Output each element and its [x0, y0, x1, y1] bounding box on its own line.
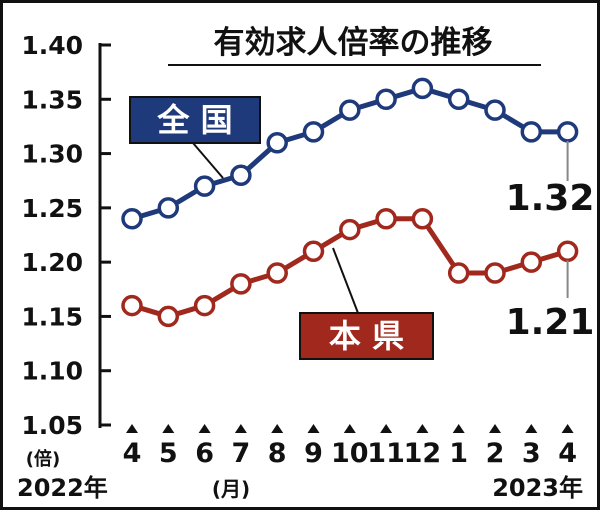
- series-0: 1.32 全 国: [121, 77, 595, 230]
- data-point: [266, 131, 288, 154]
- x-tick-mark: [343, 424, 356, 433]
- x-tick-mark: [198, 424, 211, 433]
- data-point: [230, 273, 252, 295]
- x-tick-label: 12: [404, 438, 442, 469]
- x-tick-label: 3: [522, 438, 541, 469]
- x-tick-label: 4: [123, 438, 142, 469]
- data-point: [484, 99, 506, 121]
- legend-label: 全 国: [156, 101, 232, 139]
- data-point: [302, 240, 325, 263]
- x-tick-mark: [307, 424, 320, 433]
- x-tick-label: 8: [268, 438, 287, 469]
- legend-box: [299, 312, 434, 360]
- data-point: [375, 88, 397, 111]
- y-tick-label: 1.10: [21, 357, 83, 386]
- chart-title: 有効求人倍率の推移: [214, 25, 493, 61]
- x-tick-label: 4: [558, 438, 577, 469]
- data-point: [484, 262, 506, 284]
- y-ticks: 1.40 1.35 1.30 1.25 1.20 1.15 1.10 1.05: [21, 31, 111, 440]
- x-tick-label: 1: [449, 438, 468, 469]
- data-point: [193, 175, 216, 197]
- y-tick-label: 1.15: [21, 302, 83, 331]
- data-point: [447, 88, 470, 111]
- x-tick-mark: [489, 424, 501, 433]
- data-point: [193, 294, 216, 317]
- data-point: [339, 99, 361, 121]
- series-layer: 1.32 全 国 1.21 本 県: [121, 77, 595, 360]
- data-point: [556, 121, 579, 143]
- legend-pointer: [192, 142, 224, 179]
- data-point: [339, 218, 361, 241]
- y-tick-label: 1.30: [21, 140, 83, 169]
- x-tick-label: 10: [331, 438, 369, 469]
- x-tick-mark: [380, 424, 393, 433]
- data-point: [520, 121, 543, 143]
- data-point: [411, 77, 434, 100]
- y-tick-label: 1.35: [21, 85, 83, 114]
- data-point: [121, 207, 143, 230]
- data-point: [266, 262, 288, 284]
- y-tick-label: 1.20: [21, 248, 83, 277]
- end-year-label: 2023年: [492, 474, 583, 502]
- start-year-label: 2022年: [17, 474, 108, 502]
- data-point: [447, 262, 470, 284]
- x-tick-mark: [162, 424, 175, 433]
- data-point: [121, 294, 143, 317]
- data-point: [230, 164, 252, 187]
- series-1: 1.21 本 県: [121, 207, 595, 360]
- x-tick-mark: [234, 424, 247, 433]
- data-point: [556, 240, 579, 263]
- x-tick-mark: [416, 424, 429, 433]
- x-tick-mark: [561, 424, 574, 433]
- legend-label: 本 県: [329, 317, 404, 355]
- x-tick-label: 7: [232, 438, 251, 469]
- line-chart: 有効求人倍率の推移 1.401.351.301.251.201.151.101.…: [17, 25, 595, 502]
- data-point: [157, 305, 180, 328]
- x-tick-mark: [525, 424, 538, 433]
- legend-pointer: [332, 247, 359, 314]
- x-tick-mark: [271, 424, 284, 433]
- x-tick-label: 2: [486, 438, 505, 469]
- x-tick-mark: [126, 424, 138, 433]
- y-tick-label: 1.40: [21, 31, 83, 60]
- y-tick-label: 1.25: [21, 194, 83, 223]
- x-tick-mark: [452, 424, 465, 433]
- data-point: [520, 251, 543, 273]
- data-point: [411, 207, 434, 230]
- y-unit-label: (倍): [26, 448, 60, 470]
- end-value-label: 1.21: [506, 302, 595, 343]
- data-point: [157, 197, 180, 219]
- y-tick-label: 1.05: [21, 411, 83, 440]
- end-value-label: 1.32: [506, 178, 595, 219]
- x-tick-label: 11: [367, 438, 405, 469]
- x-tick-label: 6: [195, 438, 214, 469]
- x-tick-label: 5: [159, 438, 178, 469]
- x-tick-label: 9: [304, 438, 323, 469]
- data-point: [375, 207, 397, 230]
- data-point: [302, 121, 325, 143]
- x-unit-label: (月): [212, 477, 250, 501]
- legend-box: [129, 96, 261, 144]
